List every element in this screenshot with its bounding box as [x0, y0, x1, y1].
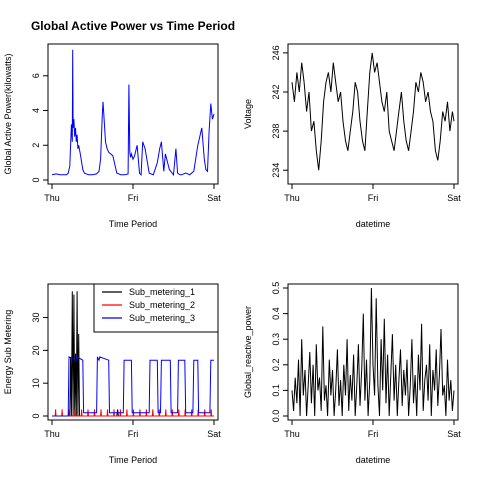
y-tick-label: 246 [271, 45, 281, 60]
x-tick-label: Sat [207, 429, 221, 439]
x-tick-label: Thu [44, 429, 60, 439]
y-tick-label: 10 [31, 378, 41, 388]
x-axis-label: datetime [356, 455, 391, 465]
panel-gap: Thu Fri Sat 0 2 4 6 Time Period Global Active Po… [3, 19, 235, 229]
y-tick-label: 242 [271, 84, 281, 99]
x-tick-label: Fri [128, 429, 139, 439]
x-tick-label: Sat [447, 193, 461, 203]
legend-entry: Sub_metering_1 [129, 287, 195, 297]
x-axis-label: Time Period [109, 455, 157, 465]
x-tick-label: Thu [284, 193, 300, 203]
y-tick-label: 0.3 [271, 333, 281, 346]
panel-voltage: Thu Fri Sat 234 238 242 246 datetime Voltage [243, 43, 461, 229]
y-tick-label: 6 [31, 73, 41, 78]
x-tick-label: Thu [44, 193, 60, 203]
panel-reactive: Thu Fri Sat 0.0 0.1 0.2 0.3 0.4 0.5 datetime Globa… [243, 282, 461, 465]
x-tick-label: Thu [284, 429, 300, 439]
y-tick-label: 234 [271, 163, 281, 178]
y-tick-label: 238 [271, 124, 281, 139]
y-axis-label: Global_reactive_power [243, 306, 253, 398]
x-axis-label: datetime [356, 219, 391, 229]
y-axis-label: Voltage [243, 99, 253, 129]
chart-title: Global Active Power vs Time Period [31, 19, 235, 33]
y-axis-label: Global Active Power(kilowatts) [3, 53, 13, 174]
y-tick-label: 4 [31, 108, 41, 113]
x-tick-label: Fri [128, 193, 139, 203]
y-tick-label: 0 [31, 413, 41, 418]
series-line-sub_metering_3 [52, 356, 214, 417]
x-axis-label: Time Period [109, 219, 157, 229]
y-tick-label: 0.4 [271, 307, 281, 320]
legend-entry: Sub_metering_2 [129, 300, 195, 310]
series-line-reactive-0 [291, 287, 455, 417]
series-line-sub_metering_2 [52, 409, 214, 417]
y-tick-label: 0 [31, 177, 41, 182]
series-line-gap-0 [51, 49, 215, 177]
panel-submetering: Thu Fri Sat 0 10 20 30 Time Period Energy Sub Me… [3, 283, 221, 465]
x-tick-label: Sat [207, 193, 221, 203]
y-tick-label: 0.2 [271, 359, 281, 372]
series-line-sub_metering_1 [52, 291, 214, 417]
x-tick-label: Sat [447, 429, 461, 439]
legend-entry: Sub_metering_3 [129, 313, 195, 323]
x-tick-label: Fri [368, 193, 379, 203]
y-tick-label: 2 [31, 143, 41, 148]
x-tick-label: Fri [368, 429, 379, 439]
y-tick-label: 0.5 [271, 282, 281, 295]
y-tick-label: 0.0 [271, 410, 281, 423]
series-line-voltage-0 [291, 52, 455, 171]
y-tick-label: 0.1 [271, 384, 281, 397]
y-tick-label: 30 [31, 313, 41, 323]
y-tick-label: 20 [31, 345, 41, 355]
y-axis-label: Energy Sub Metering [3, 310, 13, 395]
